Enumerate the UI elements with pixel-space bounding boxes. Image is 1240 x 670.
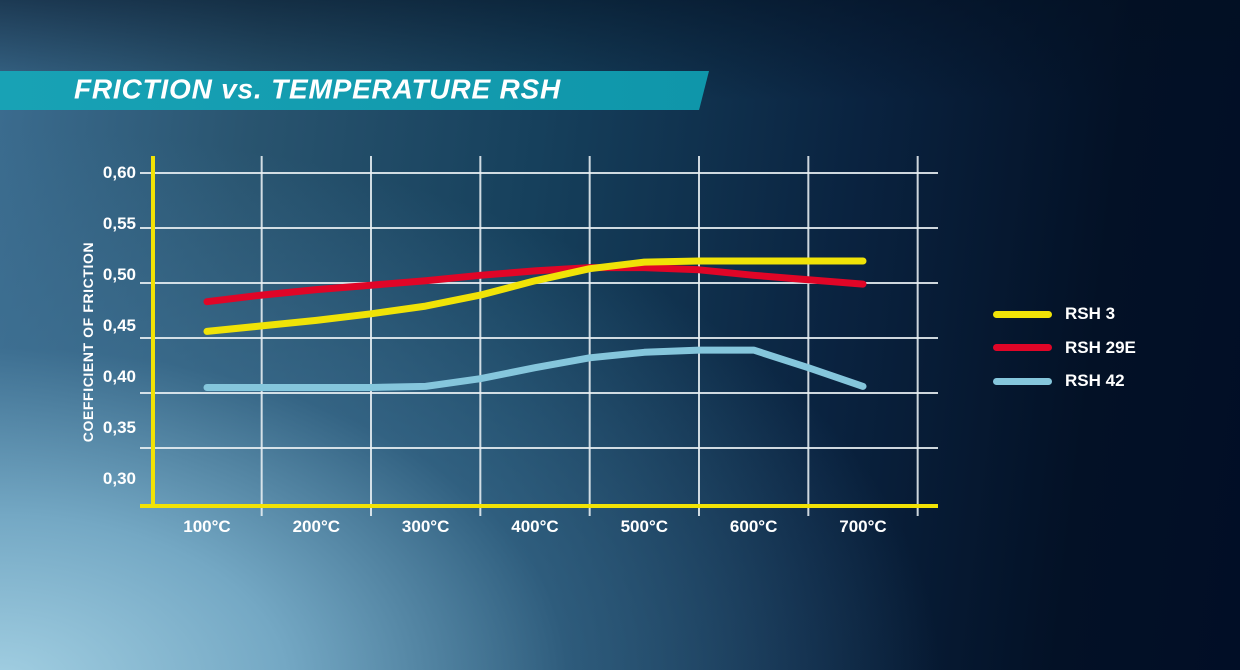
legend-item: RSH 42 bbox=[993, 370, 1125, 392]
y-tick-label: 0,45 bbox=[102, 316, 136, 335]
x-tick-label: 100°C bbox=[183, 517, 231, 536]
legend-label: RSH 3 bbox=[1065, 304, 1116, 323]
legend-label: RSH 42 bbox=[1065, 371, 1125, 390]
x-tick-label: 700°C bbox=[839, 517, 887, 536]
y-tick-label: 0,40 bbox=[102, 367, 136, 386]
title-banner: FRICTION vs. TEMPERATURE RSH bbox=[0, 71, 709, 110]
x-tick-label: 600°C bbox=[729, 517, 778, 536]
legend-swatch-rsh-42 bbox=[993, 377, 1052, 385]
series-line-rsh-3 bbox=[203, 257, 867, 335]
x-tick-label: 400°C bbox=[511, 517, 559, 536]
legend-label: RSH 29E bbox=[1065, 337, 1136, 357]
page-title: FRICTION vs. TEMPERATURE RSH bbox=[74, 73, 562, 105]
series-line-rsh-42 bbox=[203, 346, 867, 391]
legend-swatch-rsh-3 bbox=[993, 310, 1052, 318]
x-tick-label: 200°C bbox=[292, 517, 341, 536]
legend-swatch-rsh-29e bbox=[993, 344, 1052, 351]
y-tick-label: 0,55 bbox=[102, 214, 136, 233]
y-tick-label: 0,35 bbox=[102, 418, 136, 437]
y-tick-label: 0,30 bbox=[102, 469, 136, 488]
legend-item: RSH 3 bbox=[993, 303, 1115, 325]
x-tick-label: 500°C bbox=[620, 517, 669, 536]
legend-item: RSH 29E bbox=[993, 337, 1136, 359]
series-line-rsh-29e bbox=[203, 264, 867, 306]
y-tick-label: 0,50 bbox=[102, 265, 136, 284]
x-tick-label: 300°C bbox=[401, 517, 450, 536]
y-tick-label: 0,60 bbox=[102, 163, 136, 182]
